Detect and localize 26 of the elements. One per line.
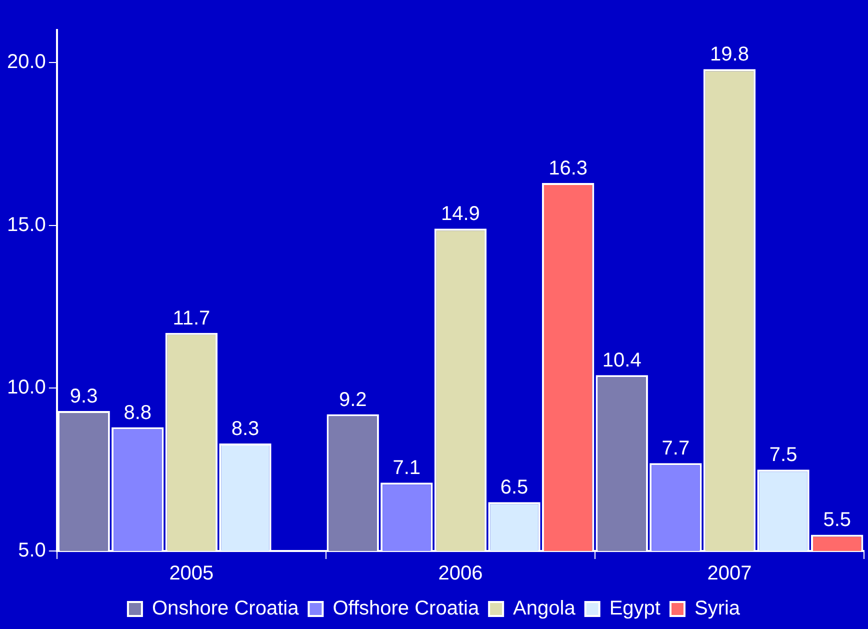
data-label: 7.7 <box>662 438 690 460</box>
legend-label: Onshore Croatia <box>152 598 300 620</box>
data-label: 5.5 <box>823 509 852 532</box>
y-tick-label: 10.0 <box>6 376 46 399</box>
y-tick-label: 5.0 <box>18 540 46 562</box>
data-label: 9.3 <box>70 385 98 408</box>
data-label: 8.3 <box>231 418 260 440</box>
y-tick-label: 15.0 <box>6 214 46 236</box>
data-label: 16.3 <box>548 158 588 180</box>
data-label: 7.5 <box>769 444 798 466</box>
x-tick-label: 2006 <box>438 562 483 585</box>
legend-label: Angola <box>513 598 576 620</box>
data-label: 11.7 <box>172 307 210 330</box>
x-tick-label: 2005 <box>169 562 214 585</box>
data-label: 10.4 <box>602 350 642 372</box>
data-label: 14.9 <box>440 203 480 226</box>
legend-label: Offshore Croatia <box>332 598 480 620</box>
y-tick-label: 20.0 <box>6 51 46 74</box>
data-label: 8.8 <box>124 402 152 424</box>
data-label: 19.8 <box>710 44 749 66</box>
data-label: 6.5 <box>500 476 528 499</box>
legend-label: Syria <box>694 598 741 620</box>
x-tick-label: 2007 <box>707 562 752 585</box>
legend-label: Egypt <box>609 598 661 620</box>
data-label: 7.1 <box>392 457 421 480</box>
data-label: 9.2 <box>338 388 367 411</box>
